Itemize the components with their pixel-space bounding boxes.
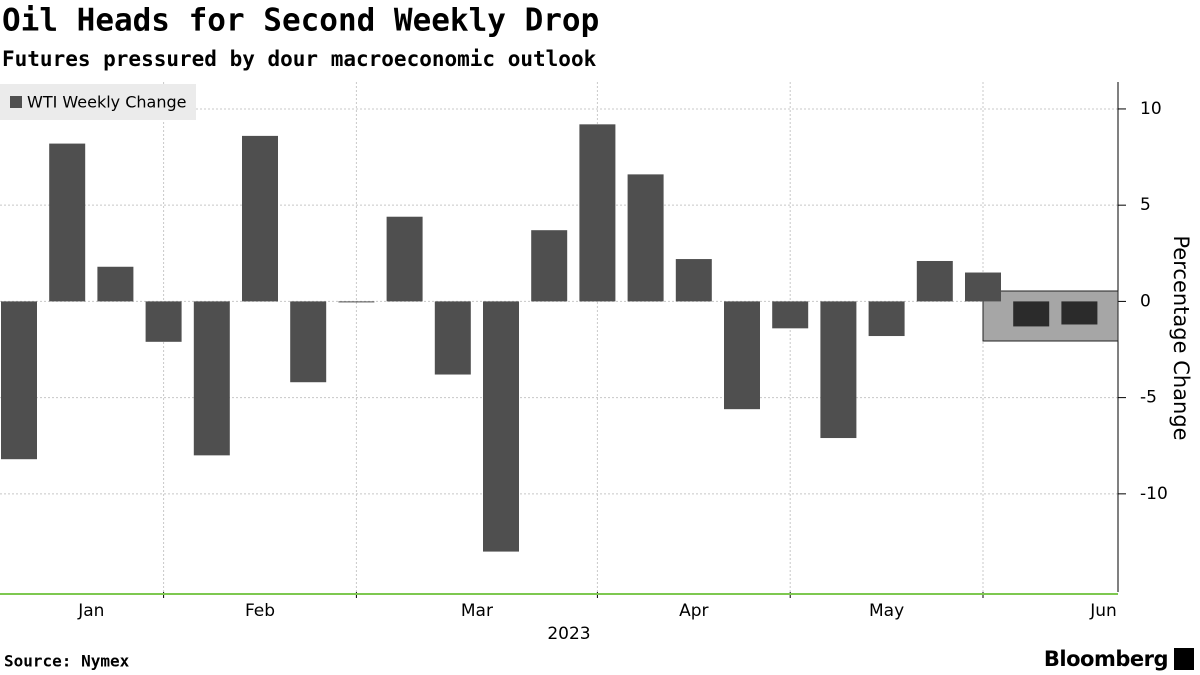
x-tick-label: Jan <box>77 601 104 621</box>
bar <box>338 301 375 303</box>
x-tick-label: Feb <box>245 601 275 621</box>
bar <box>49 143 86 302</box>
bar <box>627 174 664 302</box>
x-axis-label: 2023 <box>547 624 590 644</box>
bar <box>1013 301 1050 327</box>
bar <box>579 124 616 302</box>
chart-subtitle: Futures pressured by dour macroeconomic … <box>2 47 597 71</box>
bar <box>965 272 1001 302</box>
y-tick-label: 10 <box>1140 99 1162 119</box>
brand: Bloomberg <box>1044 647 1168 671</box>
x-tick-label: Apr <box>679 601 708 621</box>
highlight-box <box>982 290 1119 342</box>
source: Source: Nymex <box>4 652 130 671</box>
legend-box <box>0 84 196 120</box>
bar <box>916 260 953 302</box>
bar <box>434 301 471 375</box>
y-axis-label: Percentage Change <box>1169 235 1193 440</box>
legend-label: WTI Weekly Change <box>27 93 187 112</box>
y-tick-label: -10 <box>1140 484 1168 504</box>
bar <box>242 135 278 302</box>
bar <box>1 301 37 460</box>
bar <box>531 230 568 302</box>
bar <box>483 301 519 552</box>
bar <box>868 301 905 337</box>
chart-title: Oil Heads for Second Weekly Drop <box>2 3 599 39</box>
x-tick-label: Mar <box>461 601 493 621</box>
bar <box>1061 301 1098 325</box>
y-tick-label: 0 <box>1140 291 1151 311</box>
bar <box>97 266 134 302</box>
y-tick-label: -5 <box>1140 388 1157 408</box>
x-tick-label: Jun <box>1089 601 1117 621</box>
brand-icon <box>1174 648 1194 670</box>
bar <box>193 301 230 456</box>
bar <box>675 259 712 302</box>
bar <box>820 301 857 439</box>
bar <box>724 301 760 410</box>
bar <box>772 301 809 329</box>
bar <box>145 301 182 342</box>
y-tick-label: 5 <box>1140 195 1151 215</box>
legend-swatch <box>10 96 22 108</box>
bar <box>290 301 327 383</box>
x-tick-label: May <box>869 601 904 621</box>
bar <box>386 216 423 302</box>
